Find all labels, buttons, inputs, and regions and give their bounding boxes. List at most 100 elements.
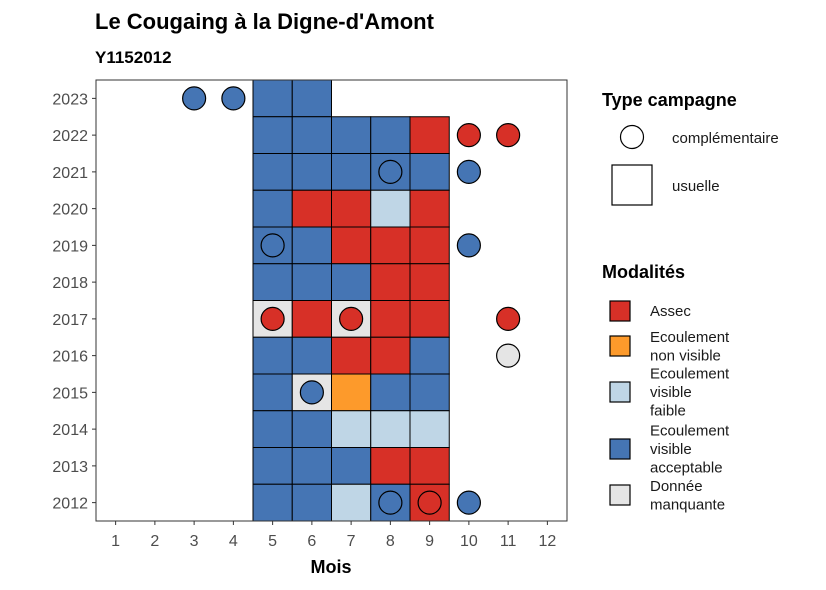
- cell-2018-5: [252, 263, 293, 301]
- cell-2023-5: [252, 79, 293, 118]
- cell-2013-6: [291, 447, 332, 485]
- cell-2015-7: [331, 373, 372, 412]
- cell-2016-9: [409, 336, 450, 375]
- cell-2018-8: [370, 263, 411, 301]
- cell-2021-5: [252, 153, 293, 191]
- cell-2017-6: [291, 300, 332, 338]
- legend-usuelle-key: [611, 164, 653, 206]
- legend-type-campagne: Type campagne complémentaire usuelle: [602, 90, 779, 206]
- cell-2019-9: [409, 226, 450, 265]
- legend-label-nonvisible: Ecoulement non visible: [650, 329, 730, 365]
- legend-label-assec: Assec: [650, 303, 691, 320]
- point-2023-3: [182, 86, 207, 111]
- cell-2019-8: [370, 226, 411, 265]
- y-tick-label-2017: 2017: [52, 312, 88, 329]
- legend-type-title: Type campagne: [602, 90, 737, 110]
- legend-modalites-title: Modalités: [602, 262, 685, 282]
- cell-2022-9: [409, 116, 450, 154]
- legend-label-manquante: Donnée manquante: [650, 478, 725, 514]
- cell-2016-8: [370, 336, 411, 375]
- cell-2022-5: [252, 116, 293, 154]
- legend-key-faible: [609, 381, 631, 403]
- y-tick-label-2021: 2021: [52, 165, 88, 182]
- legend-complementaire-label: complémentaire: [672, 130, 779, 147]
- cell-2012-7: [331, 483, 372, 522]
- cell-2019-7: [331, 226, 372, 265]
- chart-subtitle: Y1152012: [95, 48, 172, 67]
- x-tick-label-1: 1: [111, 533, 120, 550]
- cell-2020-7: [331, 189, 372, 228]
- cell-2014-9: [409, 410, 450, 448]
- y-tick-label-2013: 2013: [52, 459, 88, 476]
- complementary-campaign-points: [182, 86, 521, 515]
- usual-campaign-cells: [252, 79, 450, 522]
- point-2021-10: [456, 159, 481, 184]
- point-2019-5: [260, 233, 285, 258]
- x-tick-label-5: 5: [268, 533, 277, 550]
- legend-label-acceptable: Ecoulement visible acceptable: [650, 423, 730, 477]
- cell-2014-5: [252, 410, 293, 448]
- cell-2020-5: [252, 189, 293, 228]
- cell-2016-5: [252, 336, 293, 375]
- point-2017-11: [496, 306, 521, 331]
- y-tick-label-2016: 2016: [52, 349, 88, 366]
- point-2023-4: [221, 86, 246, 111]
- cell-2012-5: [252, 483, 293, 522]
- cell-2014-6: [291, 410, 332, 448]
- y-tick-label-2022: 2022: [52, 128, 88, 145]
- cell-2022-7: [331, 116, 372, 154]
- cell-2014-8: [370, 410, 411, 448]
- legend-complementaire-key: [619, 124, 645, 150]
- x-tick-label-12: 12: [538, 533, 556, 550]
- cell-2017-8: [370, 300, 411, 338]
- cell-2015-9: [409, 373, 450, 412]
- cell-2013-5: [252, 447, 293, 485]
- point-2021-8: [378, 159, 403, 184]
- y-tick-label-2019: 2019: [52, 238, 88, 255]
- cell-2020-9: [409, 189, 450, 228]
- chart-title: Le Cougaing à la Digne-d'Amont: [95, 9, 435, 34]
- cell-2018-9: [409, 263, 450, 301]
- cell-2022-6: [291, 116, 332, 154]
- legend-key-manquante: [609, 484, 631, 506]
- x-axis-title: Mois: [310, 557, 351, 577]
- cell-2013-9: [409, 447, 450, 485]
- y-tick-label-2015: 2015: [52, 385, 88, 402]
- x-tick-label-8: 8: [386, 533, 395, 550]
- x-tick-label-2: 2: [150, 533, 159, 550]
- legend-key-assec: [609, 300, 631, 322]
- cell-2021-7: [331, 153, 372, 191]
- cell-2023-6: [291, 79, 332, 118]
- cell-2019-6: [291, 226, 332, 265]
- point-2012-9: [417, 490, 442, 515]
- point-2017-5: [260, 306, 285, 331]
- point-2015-6: [299, 380, 324, 405]
- point-2012-8: [378, 490, 403, 515]
- cell-2014-7: [331, 410, 372, 448]
- x-tick-label-3: 3: [190, 533, 199, 550]
- cell-2021-9: [409, 153, 450, 191]
- x-axis: 1 2 3 4 5 6 7 8 9 10 11 12: [111, 521, 556, 550]
- cell-2013-8: [370, 447, 411, 485]
- legend-key-acceptable: [609, 438, 631, 460]
- point-2017-7: [339, 306, 364, 331]
- cell-2012-6: [291, 483, 332, 522]
- x-tick-label-11: 11: [500, 533, 517, 550]
- cell-2021-6: [291, 153, 332, 191]
- point-2022-10: [456, 123, 481, 148]
- y-tick-label-2023: 2023: [52, 91, 88, 108]
- y-tick-label-2020: 2020: [52, 202, 88, 219]
- y-axis: 2012 2013 2014 2015 2016 2017 2018 2019 2020 2021…: [52, 91, 96, 513]
- point-2019-10: [456, 233, 481, 258]
- point-2012-10: [456, 490, 481, 515]
- x-tick-label-6: 6: [307, 533, 316, 550]
- cell-2020-8: [370, 189, 411, 228]
- y-tick-label-2012: 2012: [52, 496, 88, 513]
- plot-panel-border: [95, 79, 568, 522]
- legend-label-faible: Ecoulement visible faible: [650, 366, 730, 420]
- cell-2013-7: [331, 447, 372, 485]
- x-tick-label-10: 10: [460, 533, 478, 550]
- x-tick-label-4: 4: [229, 533, 238, 550]
